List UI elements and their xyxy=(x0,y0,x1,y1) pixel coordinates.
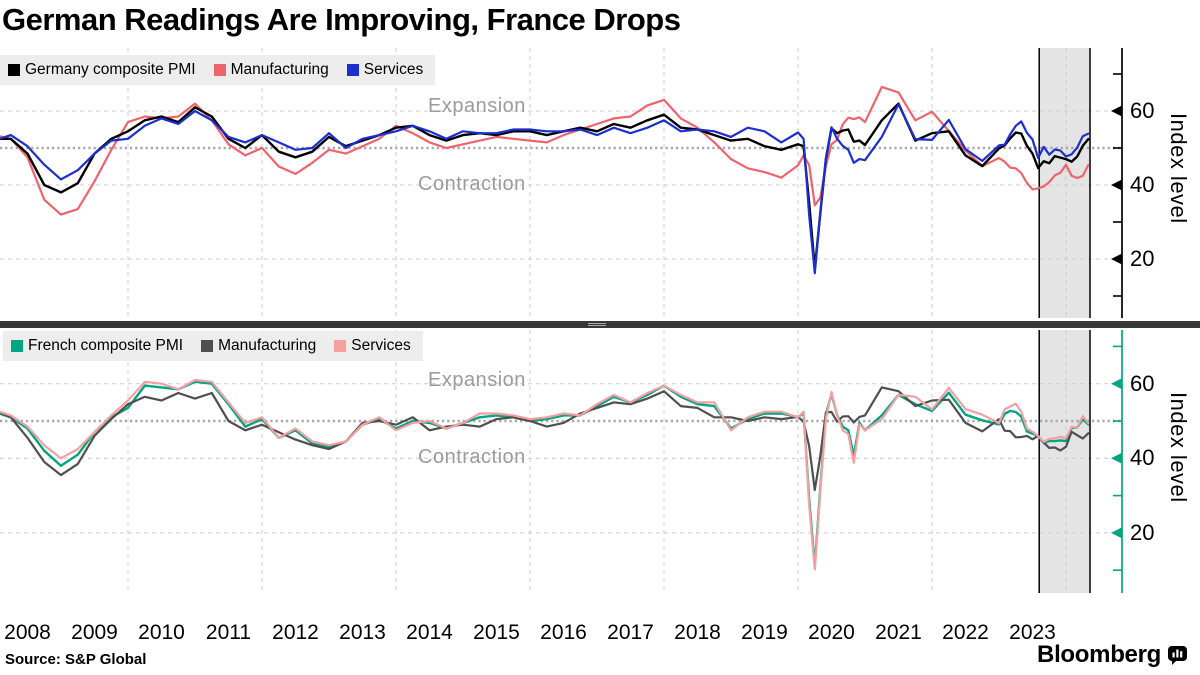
x-year-label: 2015 xyxy=(473,621,520,644)
bloomberg-wordmark: Bloomberg xyxy=(1037,641,1161,668)
legend-item-germany-composite-pmi[interactable]: Germany composite PMI xyxy=(8,61,196,79)
germany-axis-title: Index level xyxy=(1166,113,1191,224)
y-tick-label: 60 xyxy=(1130,370,1155,396)
x-year-label: 2009 xyxy=(71,621,118,644)
x-year-label: 2012 xyxy=(272,621,319,644)
legend-item-manufacturing[interactable]: Manufacturing xyxy=(201,337,316,355)
x-year-label: 2018 xyxy=(674,621,721,644)
y-tick-label: 40 xyxy=(1130,445,1155,471)
x-year-label: 2022 xyxy=(942,621,989,644)
y-axis-major-tick-arrow xyxy=(1111,527,1122,539)
legend-item-label: Germany composite PMI xyxy=(25,61,196,78)
legend-item-services[interactable]: Services xyxy=(346,61,424,79)
panel-divider-drag-handle[interactable] xyxy=(588,323,606,327)
page-title: German Readings Are Improving, France Dr… xyxy=(2,2,681,37)
x-year-label: 2020 xyxy=(808,621,855,644)
x-year-label: 2013 xyxy=(339,621,386,644)
legend-item-label: Services xyxy=(363,61,424,78)
y-axis-major-tick-arrow xyxy=(1111,105,1122,117)
legend-swatch-icon xyxy=(11,340,23,352)
series-line-germany-composite-pmi[interactable] xyxy=(0,102,1090,270)
x-year-label: 2010 xyxy=(138,621,185,644)
germany-legend: Germany composite PMI Manufacturing Servic… xyxy=(0,55,436,85)
legend-item-label: Manufacturing xyxy=(218,337,317,354)
recent-period-highlight xyxy=(1039,330,1090,593)
legend-swatch-icon xyxy=(346,64,359,76)
series-line-french-composite-pmi[interactable] xyxy=(0,380,1090,568)
legend-item-manufacturing[interactable]: Manufacturing xyxy=(213,61,329,79)
legend-swatch-icon xyxy=(201,340,214,352)
france-legend: French composite PMI Manufacturing Service… xyxy=(3,331,423,361)
legend-item-french-composite-pmi[interactable]: French composite PMI xyxy=(11,337,183,355)
series-line-manufacturing[interactable] xyxy=(0,386,1090,492)
x-year-label: 2019 xyxy=(741,621,788,644)
series-line-services[interactable] xyxy=(0,103,1090,275)
x-year-label: 2014 xyxy=(406,621,453,644)
y-axis-major-tick-arrow xyxy=(1111,179,1122,191)
series-line-services[interactable] xyxy=(0,378,1090,571)
france-expansion-label: Expansion xyxy=(428,369,526,391)
legend-swatch-icon xyxy=(213,64,226,76)
germany-expansion-label: Expansion xyxy=(428,95,526,117)
france-axis-title: Index level xyxy=(1166,392,1191,503)
x-year-label: 2016 xyxy=(540,621,587,644)
legend-item-label: French composite PMI xyxy=(28,337,184,354)
legend-swatch-icon xyxy=(8,64,20,76)
y-tick-label: 60 xyxy=(1130,98,1155,123)
x-year-label: 2021 xyxy=(875,621,922,644)
germany-contraction-label: Contraction xyxy=(418,173,526,195)
legend-swatch-icon xyxy=(334,340,347,352)
x-year-label: 2011 xyxy=(205,621,252,644)
y-axis-major-tick-arrow xyxy=(1111,452,1122,464)
legend-item-services[interactable]: Services xyxy=(334,337,411,355)
legend-item-label: Services xyxy=(351,337,411,354)
x-year-label: 2008 xyxy=(4,621,51,644)
y-tick-label: 20 xyxy=(1130,246,1155,271)
series-line-manufacturing[interactable] xyxy=(0,85,1090,216)
legend-item-label: Manufacturing xyxy=(230,61,329,78)
y-tick-label: 40 xyxy=(1130,172,1155,197)
y-axis-major-tick-arrow xyxy=(1111,378,1122,390)
france-contraction-label: Contraction xyxy=(418,446,526,468)
source-attribution: Source: S&P Global xyxy=(5,651,147,668)
bloomberg-logo: Bloomberg xyxy=(1037,641,1188,669)
x-year-label: 2023 xyxy=(1009,621,1056,644)
y-axis-major-tick-arrow xyxy=(1111,253,1122,265)
bloomberg-bug-icon xyxy=(1168,645,1187,665)
x-year-label: 2017 xyxy=(607,621,654,644)
y-tick-label: 20 xyxy=(1130,519,1155,545)
